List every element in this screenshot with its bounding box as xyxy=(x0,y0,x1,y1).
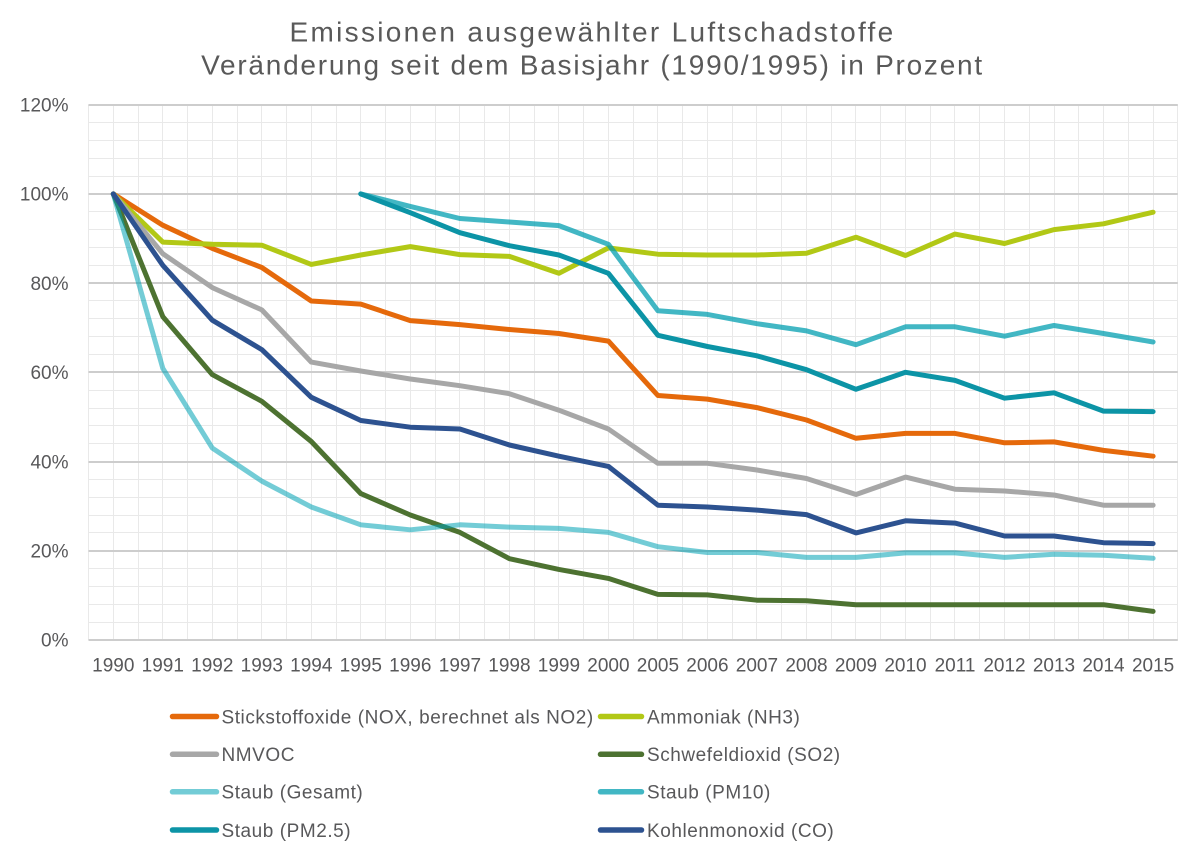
svg-text:Ammoniak (NH3): Ammoniak (NH3) xyxy=(647,707,800,728)
svg-text:80%: 80% xyxy=(30,274,68,295)
svg-text:Kohlenmonoxid (CO): Kohlenmonoxid (CO) xyxy=(647,821,834,842)
svg-text:Emissionen ausgewählter Luftsc: Emissionen ausgewählter Luftschadstoffe xyxy=(290,17,896,48)
svg-text:2008: 2008 xyxy=(785,655,827,676)
svg-text:1991: 1991 xyxy=(142,655,184,676)
svg-text:2009: 2009 xyxy=(835,655,877,676)
svg-text:2015: 2015 xyxy=(1132,655,1174,676)
svg-text:60%: 60% xyxy=(30,363,68,384)
svg-text:100%: 100% xyxy=(20,185,69,206)
svg-text:NMVOC: NMVOC xyxy=(222,745,295,766)
svg-text:1992: 1992 xyxy=(191,655,233,676)
svg-text:1993: 1993 xyxy=(241,655,283,676)
svg-text:1996: 1996 xyxy=(389,655,431,676)
svg-text:Staub (Gesamt): Staub (Gesamt) xyxy=(222,783,364,804)
svg-text:1995: 1995 xyxy=(340,655,382,676)
svg-text:1994: 1994 xyxy=(290,655,333,676)
svg-text:2005: 2005 xyxy=(637,655,679,676)
svg-text:2006: 2006 xyxy=(686,655,728,676)
svg-text:0%: 0% xyxy=(41,631,69,652)
svg-text:2014: 2014 xyxy=(1082,655,1125,676)
svg-text:Veränderung seit dem Basisjahr: Veränderung seit dem Basisjahr (1990/199… xyxy=(201,49,984,80)
svg-text:Stickstoffoxide (NOX, berechne: Stickstoffoxide (NOX, berechnet als NO2) xyxy=(222,707,594,728)
svg-text:Staub (PM10): Staub (PM10) xyxy=(647,783,771,804)
svg-text:Staub (PM2.5): Staub (PM2.5) xyxy=(222,821,352,842)
svg-text:1999: 1999 xyxy=(538,655,580,676)
svg-text:Schwefeldioxid (SO2): Schwefeldioxid (SO2) xyxy=(647,745,841,766)
svg-text:1998: 1998 xyxy=(488,655,530,676)
svg-text:2000: 2000 xyxy=(587,655,629,676)
svg-text:40%: 40% xyxy=(30,452,68,473)
svg-text:2007: 2007 xyxy=(736,655,778,676)
svg-text:20%: 20% xyxy=(30,542,68,563)
svg-text:1990: 1990 xyxy=(92,655,134,676)
svg-text:2010: 2010 xyxy=(884,655,926,676)
svg-text:120%: 120% xyxy=(20,96,69,117)
svg-text:1997: 1997 xyxy=(439,655,481,676)
svg-text:2011: 2011 xyxy=(935,655,976,676)
svg-text:2013: 2013 xyxy=(1033,655,1075,676)
svg-text:2012: 2012 xyxy=(983,655,1025,676)
